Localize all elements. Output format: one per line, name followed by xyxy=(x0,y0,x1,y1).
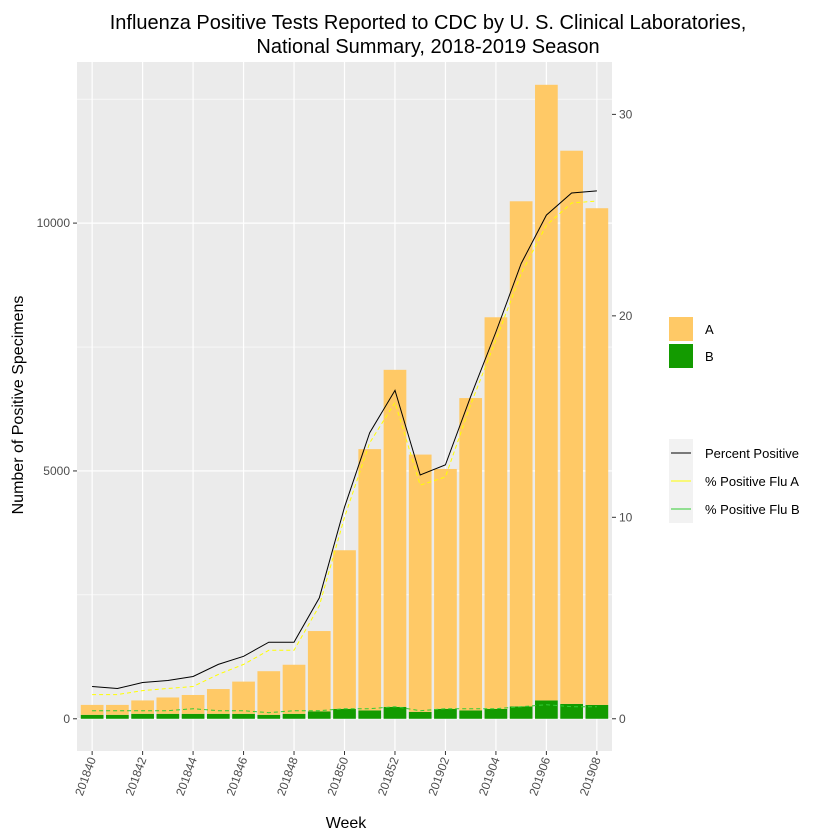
bar-b xyxy=(257,714,281,719)
bar-b xyxy=(232,713,255,719)
y-tick-label: 5000 xyxy=(43,464,70,478)
y-tick-label: 0 xyxy=(63,712,70,726)
x-tick-label: 201848 xyxy=(274,755,301,798)
bar-a xyxy=(257,671,281,715)
line-positive-flu-b xyxy=(92,704,597,714)
legend-label: Percent Positive xyxy=(705,446,799,461)
line-legend: Percent Positive % Positive Flu A % Positi… xyxy=(669,439,800,523)
bar-b xyxy=(509,706,533,719)
x-tick-label: 201844 xyxy=(173,755,200,798)
bar-a xyxy=(206,689,230,714)
bar-a xyxy=(408,454,432,712)
line-positive-flu-a xyxy=(92,200,597,696)
legend-label: % Positive Flu A xyxy=(705,474,799,489)
bar-a xyxy=(434,468,457,709)
y2-tick-label: 0 xyxy=(619,712,626,726)
bar-b xyxy=(535,700,558,719)
bar-b xyxy=(106,714,129,719)
bar-b xyxy=(131,713,154,719)
bar-b xyxy=(560,703,583,719)
bar-b xyxy=(434,708,457,719)
x-axis-title: Week xyxy=(326,815,368,832)
bar-b xyxy=(408,711,432,719)
series-lines xyxy=(92,190,597,714)
legend-label: % Positive Flu B xyxy=(705,502,800,517)
x-tick-label: 201904 xyxy=(476,755,503,798)
y-axis-title: Number of Positive Specimens xyxy=(10,296,27,515)
bar-a xyxy=(585,208,609,705)
bar-b xyxy=(181,713,205,719)
bar-a xyxy=(131,700,154,714)
bar-a xyxy=(106,704,129,715)
bar-b xyxy=(282,713,306,719)
chart-title: Influenza Positive Tests Reported to CDC… xyxy=(110,12,747,34)
bar-b xyxy=(358,710,382,719)
bar-b xyxy=(383,706,407,719)
line-percent-positive xyxy=(92,190,597,690)
bar-a xyxy=(80,704,104,715)
bar-a xyxy=(509,201,533,707)
legend-swatch xyxy=(669,317,693,341)
bar-a xyxy=(333,550,356,709)
bar-a xyxy=(282,664,306,714)
bar-a xyxy=(484,317,508,709)
legend-label: B xyxy=(705,349,714,364)
x-tick-label: 201852 xyxy=(375,755,402,798)
x-tick-label: 201846 xyxy=(224,755,251,798)
x-tick-label: 201908 xyxy=(577,755,604,798)
bar-b xyxy=(156,713,180,719)
y2-tick-label: 30 xyxy=(619,107,633,121)
bar-b xyxy=(484,708,508,719)
bar-a xyxy=(383,369,407,707)
legend-swatch xyxy=(669,344,693,368)
bar-b xyxy=(459,710,483,719)
y2-tick-label: 10 xyxy=(619,510,633,524)
x-tick-label: 201902 xyxy=(425,755,452,798)
bar-b xyxy=(333,708,356,719)
bar-b xyxy=(80,714,104,719)
fill-legend: AB xyxy=(669,317,714,368)
bar-a xyxy=(232,681,255,714)
legend-label: A xyxy=(705,322,714,337)
bar-a xyxy=(156,697,180,714)
bar-a xyxy=(358,449,382,711)
bar-a xyxy=(307,631,331,712)
chart-subtitle: National Summary, 2018-2019 Season xyxy=(256,36,599,58)
bar-a xyxy=(535,84,558,701)
bar-a xyxy=(459,398,483,711)
bar-a xyxy=(560,150,583,704)
x-tick-label: 201840 xyxy=(72,755,99,798)
y-tick-label: 10000 xyxy=(37,216,71,230)
bar-b xyxy=(206,713,230,719)
y2-tick-label: 20 xyxy=(619,309,633,323)
x-tick-label: 201850 xyxy=(324,755,351,798)
bar-b xyxy=(585,704,609,719)
bar-a xyxy=(181,694,205,714)
x-tick-label: 201842 xyxy=(123,755,150,798)
bar-b xyxy=(307,711,331,719)
x-tick-label: 201906 xyxy=(526,755,553,798)
